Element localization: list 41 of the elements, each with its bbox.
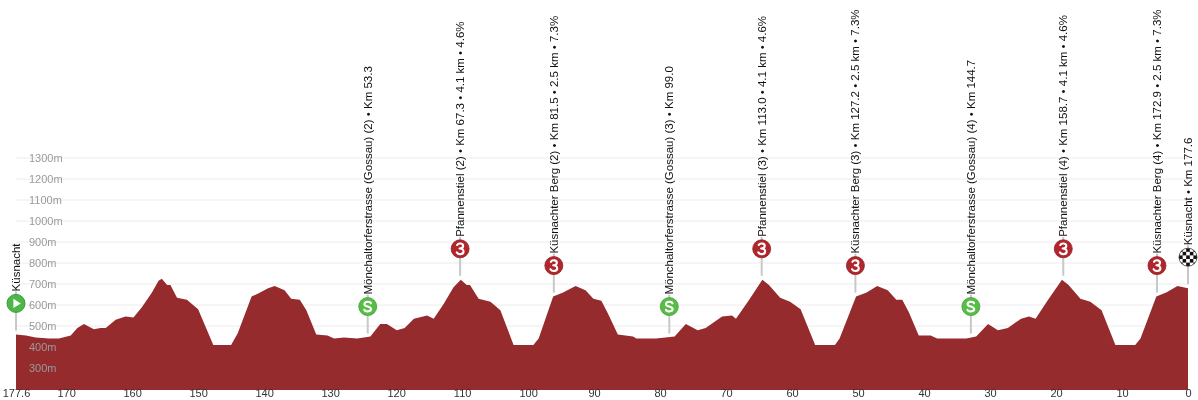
annotation: Mönchaltorferstrasse (Gossau) (2) • Km 53.3 xyxy=(361,66,374,295)
x-tick-label: 10 xyxy=(1116,387,1129,400)
y-tick-label: 400m xyxy=(29,341,57,354)
x-tick-label: 160 xyxy=(123,387,142,400)
annotation: Pfannenstiel (4) • Km 158.7 • 4.1 km • 4.6% xyxy=(1057,15,1070,237)
x-tick-label: 40 xyxy=(918,387,931,400)
x-tick-label: 0 xyxy=(1185,387,1192,400)
x-tick-label: 140 xyxy=(255,387,274,400)
x-tick-label: 150 xyxy=(189,387,208,400)
x-tick-label: 50 xyxy=(852,387,865,400)
y-tick-label: 900m xyxy=(29,236,57,249)
x-tick-label: 90 xyxy=(588,387,601,400)
annotation: Mönchaltorferstrasse (Gossau) (3) • Km 99.0 xyxy=(663,66,676,295)
x-tick-label: 60 xyxy=(786,387,799,400)
annotation: Küsnachter Berg (4) • Km 172.9 • 2.5 km • 7.3% xyxy=(1150,9,1163,254)
y-tick-label: 700m xyxy=(29,278,57,291)
y-tick-label: 1200m xyxy=(29,173,63,186)
x-tick-label: 177.6 xyxy=(2,387,31,400)
annotation: Küsnachter Berg (2) • Km 81.5 • 2.5 km • 7.3% xyxy=(547,15,560,254)
x-tick-label: 170 xyxy=(57,387,76,400)
y-tick-label: 300m xyxy=(29,362,57,375)
annotation: Küsnacht xyxy=(10,242,22,292)
x-tick-label: 80 xyxy=(654,387,667,400)
annotation: Küsnachter Berg (3) • Km 127.2 • 2.5 km • 7.3% xyxy=(849,9,862,254)
y-tick-label: 500m xyxy=(29,320,57,333)
x-tick-label: 20 xyxy=(1050,387,1063,400)
x-tick-label: 30 xyxy=(984,387,997,400)
y-tick-label: 800m xyxy=(29,257,57,270)
x-tick-label: 70 xyxy=(720,387,733,400)
y-tick-label: 600m xyxy=(29,299,57,312)
y-tick-label: 1300m xyxy=(29,152,63,165)
annotation: Mönchaltorferstrasse (Gossau) (4) • Km 144.7 xyxy=(964,59,977,295)
x-tick-label: 130 xyxy=(321,387,340,400)
annotation: Pfannenstiel (3) • Km 113.0 • 4.1 km • 4.6% xyxy=(755,15,768,237)
x-tick-label: 110 xyxy=(453,387,472,400)
y-tick-label: 1100m xyxy=(29,194,62,207)
x-tick-label: 120 xyxy=(387,387,406,400)
y-tick-label: 1000m xyxy=(29,215,63,228)
annotation: Pfannenstiel (2) • Km 67.3 • 4.1 km • 4.6% xyxy=(454,21,467,237)
annotation: Küsnacht • Km 177.6 xyxy=(1182,137,1194,246)
x-tick-label: 100 xyxy=(519,387,538,400)
